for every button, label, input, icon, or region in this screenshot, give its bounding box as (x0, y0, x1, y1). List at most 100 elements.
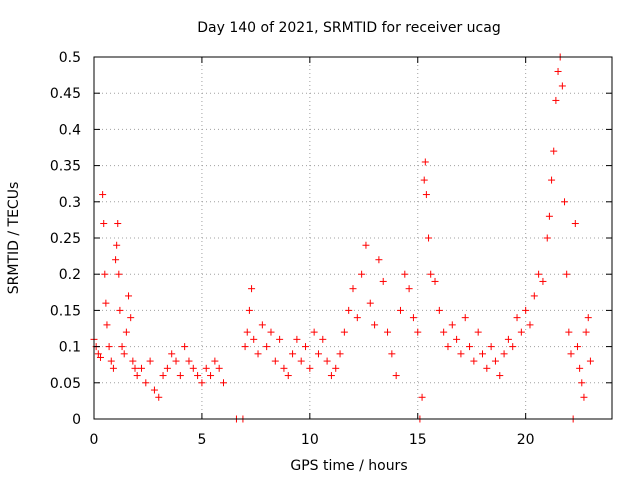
data-point (310, 328, 318, 336)
chart-title: Day 140 of 2021, SRMTID for receiver uca… (197, 20, 500, 36)
x-tick-label: 5 (197, 432, 206, 448)
data-point (479, 350, 486, 358)
data-point (215, 364, 223, 372)
data-point (379, 277, 387, 285)
data-point (133, 372, 141, 380)
data-point (207, 372, 215, 380)
data-point (198, 379, 206, 387)
data-point (284, 372, 292, 380)
data-point (353, 314, 361, 322)
data-point (327, 372, 335, 380)
data-point (194, 372, 202, 380)
data-point (530, 292, 538, 300)
y-tick-label: 0.45 (50, 86, 81, 102)
data-point (539, 277, 547, 285)
data-point (431, 277, 439, 285)
data-point (142, 379, 150, 387)
y-tick-labels: 0 0.05 0.1 0.15 0.2 0.25 0.3 0.35 0.4 0.45 0.5 (50, 50, 81, 428)
data-point (181, 343, 189, 351)
data-point (504, 335, 512, 343)
data-point (155, 393, 163, 401)
data-point (349, 285, 357, 293)
data-point (293, 335, 301, 343)
data-point (115, 270, 123, 278)
y-tick-label: 0.4 (59, 122, 81, 138)
y-tick-label: 0.5 (59, 50, 81, 66)
data-point (358, 270, 366, 278)
data-point (522, 306, 530, 314)
data-point (425, 234, 433, 242)
x-tick-labels: 0 5 10 15 20 (90, 432, 535, 448)
data-point (401, 270, 409, 278)
grid (94, 57, 612, 419)
data-point (340, 328, 348, 336)
data-point (384, 328, 392, 336)
data-point (245, 306, 253, 314)
y-tick-label: 0.35 (50, 159, 81, 175)
data-point (137, 364, 145, 372)
data-point (332, 364, 340, 372)
data-point (189, 364, 197, 372)
data-point (422, 191, 430, 199)
data-point (114, 220, 122, 228)
data-point (202, 364, 210, 372)
data-point (496, 372, 504, 380)
data-point (517, 328, 525, 336)
data-point (276, 335, 284, 343)
data-point (444, 343, 452, 351)
data-point (112, 256, 120, 264)
data-point (271, 357, 279, 365)
data-point (421, 158, 429, 166)
data-point (150, 386, 158, 394)
data-point (448, 321, 456, 329)
data-point (576, 364, 584, 372)
data-point (461, 314, 469, 322)
data-point (319, 335, 327, 343)
y-tick-label: 0.3 (59, 195, 81, 211)
data-point (102, 299, 110, 307)
data-point (509, 343, 517, 351)
y-tick-label: 0.1 (59, 340, 81, 356)
data-point (435, 306, 443, 314)
data-point (185, 357, 193, 365)
data-point (474, 328, 482, 336)
data-point (159, 372, 167, 380)
data-point (118, 343, 126, 351)
data-point (418, 393, 426, 401)
x-tick-label: 10 (301, 432, 319, 448)
data-point (146, 357, 154, 365)
x-tick-label: 15 (409, 432, 427, 448)
data-point (371, 321, 379, 329)
data-point (552, 96, 560, 104)
data-point (571, 220, 579, 228)
data-point (125, 292, 133, 300)
y-tick-label: 0.25 (50, 231, 81, 247)
data-point (563, 270, 571, 278)
data-point (113, 241, 121, 249)
data-point (513, 314, 521, 322)
data-point (280, 364, 288, 372)
data-point (586, 357, 594, 365)
data-point (243, 328, 251, 336)
data-point (336, 350, 344, 358)
data-point (263, 343, 271, 351)
data-point (241, 343, 249, 351)
data-point (366, 299, 374, 307)
data-point (96, 353, 104, 361)
data-point (409, 314, 417, 322)
data-point (107, 357, 115, 365)
data-point (100, 220, 108, 228)
data-point (420, 176, 428, 184)
data-point (565, 328, 573, 336)
data-point (573, 343, 581, 351)
data-point (567, 350, 575, 358)
tick-marks (93, 56, 612, 420)
data-point (526, 321, 534, 329)
data-point (258, 321, 266, 329)
data-point (545, 212, 553, 220)
y-tick-label: 0 (72, 412, 81, 428)
data-point (414, 328, 422, 336)
data-point (392, 372, 400, 380)
data-point (323, 357, 331, 365)
